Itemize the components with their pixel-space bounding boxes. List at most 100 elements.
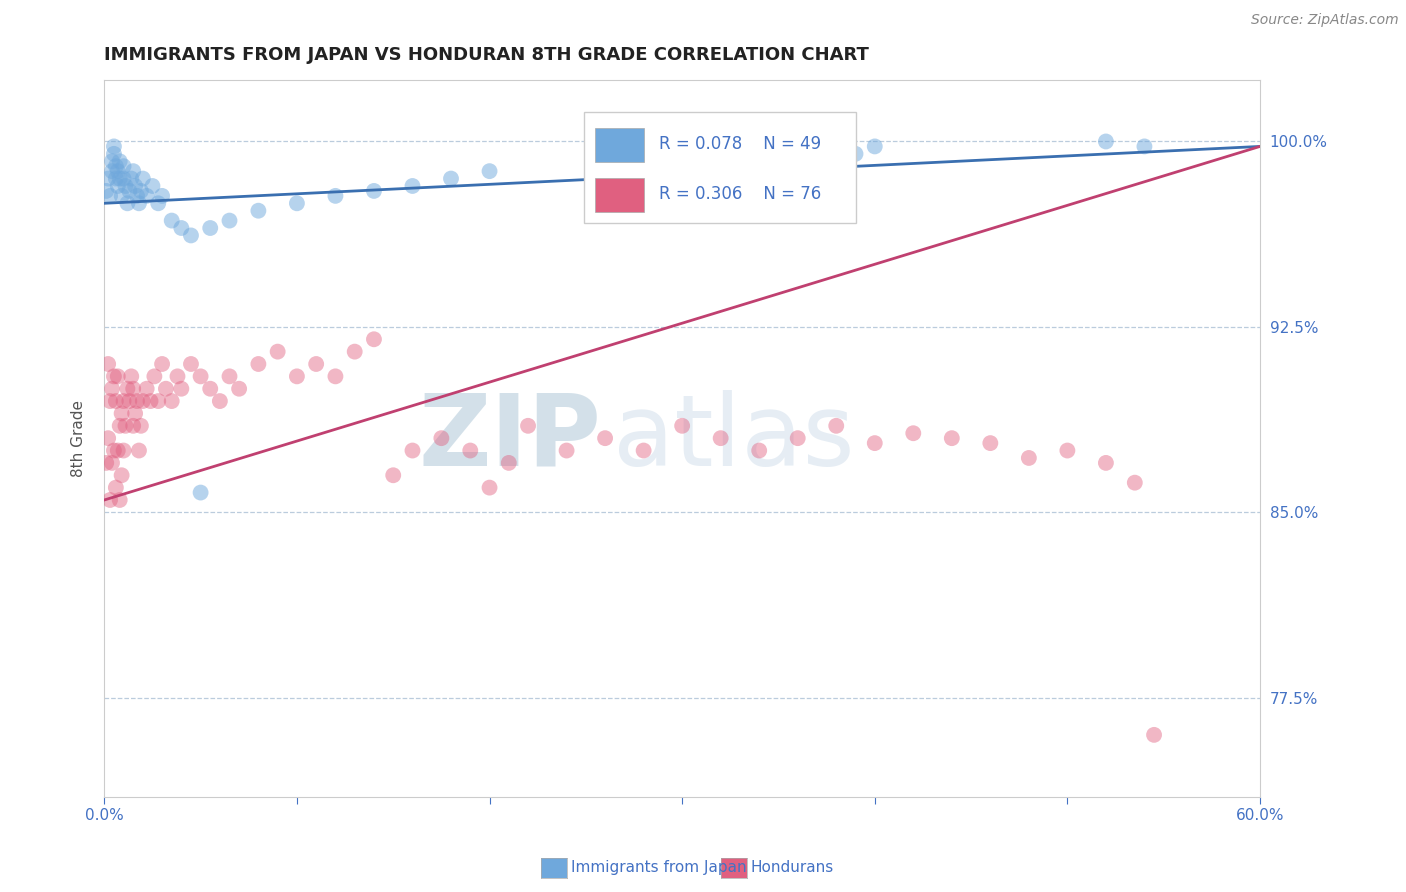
Point	[363, 332, 385, 346]
Point	[103, 146, 125, 161]
Point	[132, 171, 155, 186]
Point	[107, 369, 129, 384]
Point	[1133, 139, 1156, 153]
Point	[555, 443, 578, 458]
Point	[118, 184, 141, 198]
Point	[129, 418, 152, 433]
FancyBboxPatch shape	[583, 112, 855, 223]
Point	[128, 196, 150, 211]
Point	[107, 443, 129, 458]
Point	[122, 164, 145, 178]
FancyBboxPatch shape	[596, 178, 644, 212]
Point	[325, 369, 347, 384]
Point	[305, 357, 328, 371]
Point	[190, 485, 212, 500]
Point	[111, 468, 134, 483]
Point	[786, 159, 808, 173]
Point	[285, 196, 308, 211]
Point	[1056, 443, 1078, 458]
Point	[200, 221, 222, 235]
Text: Immigrants from Japan: Immigrants from Japan	[571, 861, 747, 875]
Point	[108, 418, 131, 433]
Point	[155, 382, 177, 396]
Text: R = 0.078    N = 49: R = 0.078 N = 49	[659, 136, 821, 153]
Point	[104, 481, 127, 495]
Point	[125, 394, 148, 409]
Point	[218, 213, 240, 227]
Point	[1018, 450, 1040, 465]
Point	[1095, 456, 1118, 470]
Point	[1095, 135, 1118, 149]
Point	[200, 382, 222, 396]
Point	[325, 189, 347, 203]
Point	[114, 418, 136, 433]
Y-axis label: 8th Grade: 8th Grade	[72, 400, 86, 476]
Point	[112, 394, 135, 409]
Point	[786, 431, 808, 445]
Point	[132, 394, 155, 409]
Point	[143, 369, 166, 384]
Point	[247, 357, 270, 371]
Point	[844, 146, 866, 161]
Point	[111, 189, 134, 203]
Point	[117, 382, 139, 396]
Point	[633, 443, 655, 458]
Point	[97, 431, 120, 445]
Point	[748, 443, 770, 458]
Point	[97, 357, 120, 371]
Point	[103, 369, 125, 384]
Point	[118, 394, 141, 409]
Point	[96, 184, 118, 198]
Point	[825, 418, 848, 433]
Point	[285, 369, 308, 384]
Point	[160, 394, 183, 409]
Point	[1143, 728, 1166, 742]
Point	[478, 481, 501, 495]
Text: IMMIGRANTS FROM JAPAN VS HONDURAN 8TH GRADE CORRELATION CHART: IMMIGRANTS FROM JAPAN VS HONDURAN 8TH GR…	[104, 46, 869, 64]
Point	[122, 418, 145, 433]
Point	[114, 178, 136, 193]
Point	[382, 468, 405, 483]
Point	[218, 369, 240, 384]
Point	[125, 189, 148, 203]
Point	[97, 171, 120, 186]
Point	[498, 456, 520, 470]
Point	[478, 164, 501, 178]
Point	[104, 171, 127, 186]
Point	[190, 369, 212, 384]
Point	[863, 436, 886, 450]
Point	[150, 189, 173, 203]
Point	[124, 178, 146, 193]
Point	[112, 171, 135, 186]
Point	[903, 426, 925, 441]
Point	[108, 154, 131, 169]
Point	[148, 196, 170, 211]
Point	[107, 164, 129, 178]
Point	[98, 493, 121, 508]
Point	[108, 171, 131, 186]
Point	[517, 418, 540, 433]
Point	[148, 394, 170, 409]
Point	[117, 196, 139, 211]
Point	[593, 431, 616, 445]
Point	[180, 357, 202, 371]
Point	[160, 213, 183, 227]
Point	[401, 443, 423, 458]
Point	[228, 382, 250, 396]
Text: ZIP: ZIP	[419, 390, 602, 487]
Point	[430, 431, 453, 445]
Point	[825, 154, 848, 169]
Point	[863, 139, 886, 153]
Point	[710, 431, 733, 445]
Point	[150, 357, 173, 371]
FancyBboxPatch shape	[596, 128, 644, 162]
Point	[112, 159, 135, 173]
Point	[104, 159, 127, 173]
Point	[208, 394, 231, 409]
Point	[139, 394, 162, 409]
Point	[120, 171, 142, 186]
Point	[166, 369, 188, 384]
Point	[104, 394, 127, 409]
Point	[170, 221, 193, 235]
Point	[440, 171, 463, 186]
